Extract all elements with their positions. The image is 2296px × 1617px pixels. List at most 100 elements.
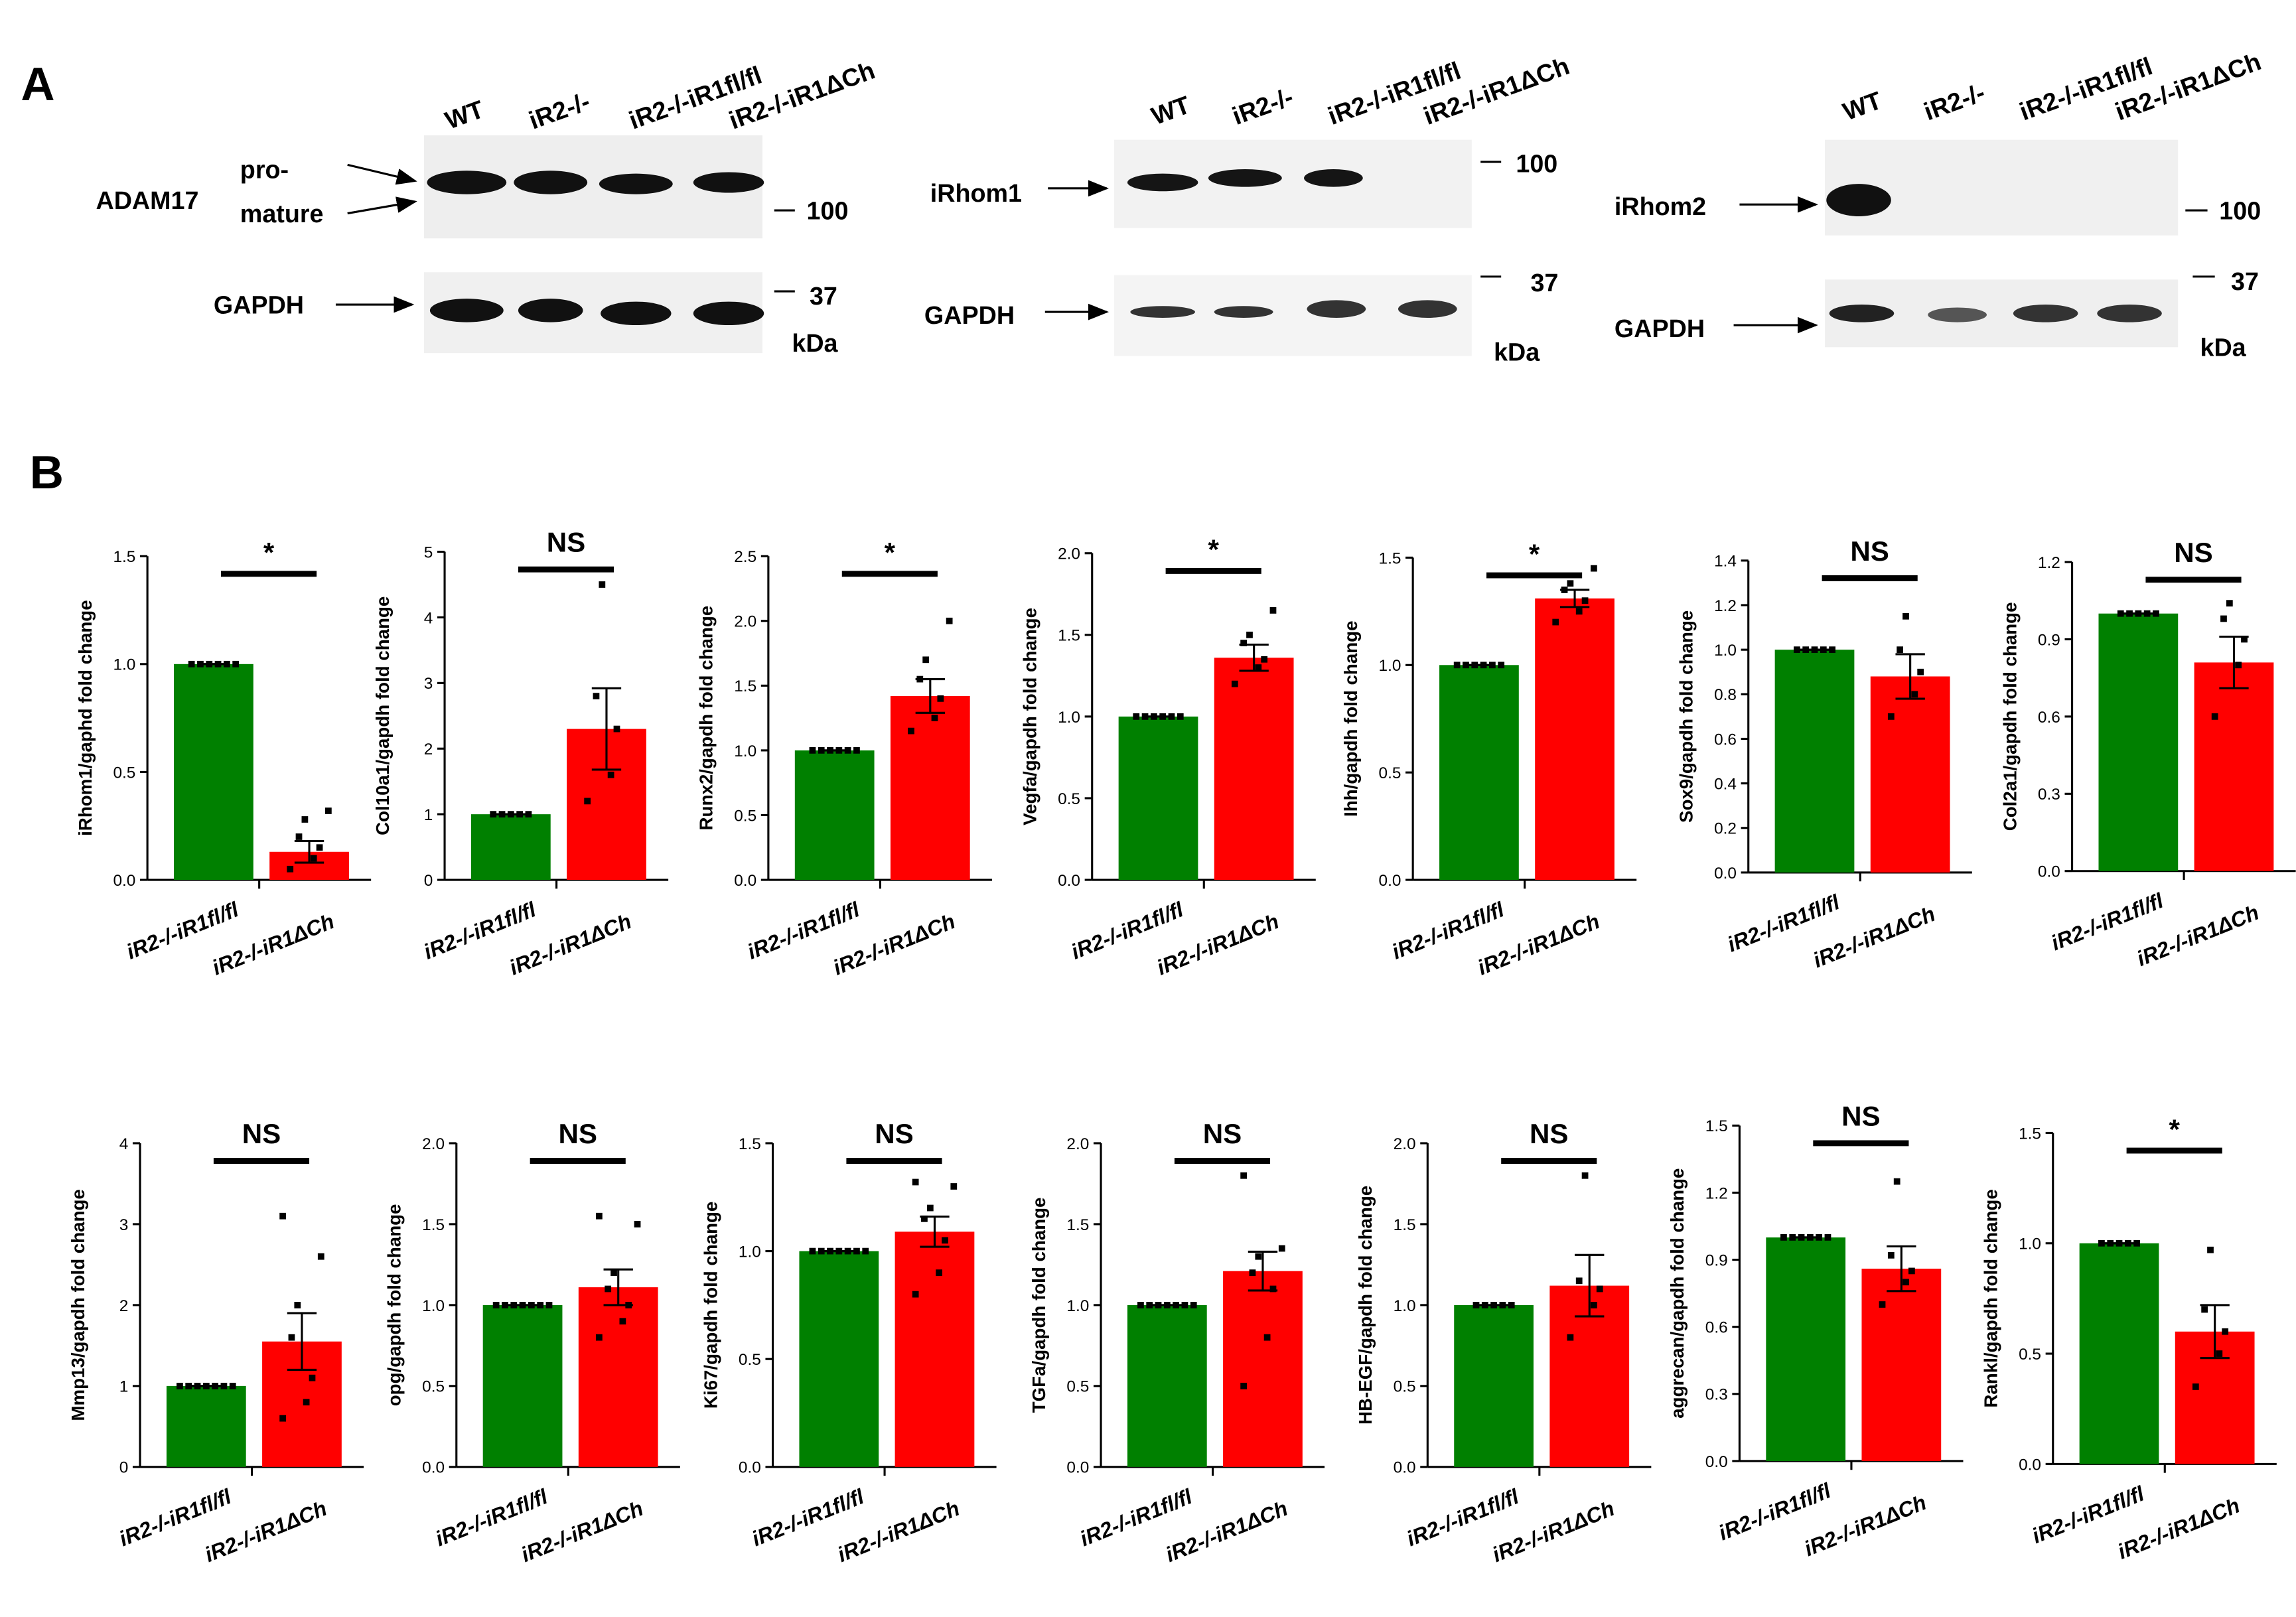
data-point: [498, 811, 506, 818]
data-point: [2192, 1383, 2199, 1390]
data-point: [1581, 597, 1589, 604]
bar: [578, 1287, 658, 1467]
significance-label: NS: [875, 1118, 914, 1149]
significance-label: NS: [1850, 535, 1889, 567]
data-point: [818, 747, 825, 754]
bar: [1454, 1304, 1534, 1467]
size-marker: 100: [807, 196, 849, 224]
data-point: [185, 1382, 192, 1389]
data-point: [310, 855, 317, 862]
lane-label: iR2-/-: [1920, 78, 1989, 126]
y-tick-label: 0.0: [1379, 872, 1401, 890]
data-point: [492, 1302, 500, 1308]
data-point: [1141, 713, 1149, 720]
bar: [1861, 1269, 1942, 1461]
lane-label: WT: [1839, 86, 1885, 126]
bar: [482, 1304, 563, 1467]
data-point: [279, 1212, 287, 1220]
data-point: [1902, 1279, 1909, 1286]
y-tick-label: 1.0: [1066, 1297, 1089, 1315]
data-point: [1829, 646, 1836, 654]
data-point: [936, 1269, 942, 1276]
data-point: [197, 660, 204, 668]
bar: [1118, 716, 1198, 880]
y-axis-label: Ihh/gapdh fold change: [1340, 620, 1361, 816]
data-point: [301, 816, 309, 823]
y-tick-label: 1.0: [734, 742, 756, 760]
data-point: [1181, 1302, 1188, 1308]
data-point: [950, 1183, 958, 1190]
y-tick-label: 1.5: [422, 1216, 445, 1234]
data-point: [1806, 1234, 1814, 1241]
y-tick-label: 1.5: [739, 1135, 761, 1153]
data-point: [177, 1382, 183, 1389]
data-point: [827, 1247, 833, 1255]
data-point: [202, 1382, 210, 1389]
data-point: [2153, 610, 2159, 617]
y-axis-label: Ki67/gapdh fold change: [700, 1202, 721, 1409]
bar: [174, 664, 253, 880]
blot: [1825, 139, 2179, 236]
data-point: [1567, 1334, 1574, 1341]
data-point: [2126, 610, 2133, 617]
arrow: [347, 163, 417, 185]
bands: [1826, 184, 2162, 322]
size-marker: 37: [810, 282, 837, 310]
data-point: [214, 660, 222, 668]
data-point: [1255, 1253, 1262, 1260]
data-point: [596, 1212, 603, 1220]
data-point: [525, 811, 532, 818]
data-point: [212, 1382, 219, 1389]
y-tick-label: 0.5: [734, 807, 756, 825]
y-tick-label: 0.0: [1714, 865, 1737, 882]
unit: kDa: [1494, 338, 1540, 366]
y-tick-label: 0.2: [1714, 820, 1737, 838]
data-point: [2222, 1328, 2229, 1335]
protein-label: GAPDH: [1614, 315, 1705, 342]
lane-label: WT: [1147, 90, 1193, 130]
y-tick-label: 5: [424, 543, 433, 561]
data-point: [229, 1382, 236, 1389]
bar: [1439, 665, 1519, 880]
data-point: [1463, 662, 1469, 669]
data-point: [1155, 1302, 1162, 1308]
data-point: [613, 725, 620, 733]
y-tick-label: 0.0: [1705, 1453, 1728, 1471]
significance-label: *: [2169, 1113, 2180, 1145]
y-tick-label: 0.0: [1394, 1459, 1416, 1477]
y-tick-label: 1.2: [2038, 554, 2060, 572]
significance-label: NS: [1203, 1118, 1242, 1149]
bar: [1535, 598, 1614, 880]
data-point: [2107, 1239, 2114, 1247]
y-tick-label: 0: [424, 872, 433, 890]
arrow: [347, 196, 417, 215]
data-point: [1489, 662, 1496, 669]
data-point: [908, 727, 914, 735]
y-tick-label: 1.0: [113, 656, 135, 674]
data-point: [844, 1247, 851, 1255]
protein-label: GAPDH: [924, 301, 1015, 329]
y-axis-label: TGFa/gapdh fold change: [1029, 1198, 1049, 1413]
data-point: [1879, 1301, 1886, 1308]
data-point: [835, 747, 843, 754]
y-tick-label: 0.5: [739, 1351, 761, 1369]
data-point: [516, 811, 524, 818]
panel-label: B: [30, 447, 64, 499]
data-point: [599, 581, 606, 588]
data-point: [1278, 1245, 1285, 1252]
data-point: [2211, 713, 2218, 720]
data-point: [279, 1415, 287, 1422]
data-point: [519, 1302, 526, 1308]
lane-label: iR2-/-: [1228, 82, 1297, 130]
bar: [1223, 1271, 1303, 1467]
data-point: [1911, 691, 1918, 698]
data-point: [610, 1269, 617, 1276]
protein-label: iRhom1: [930, 179, 1022, 207]
data-point: [937, 695, 944, 702]
data-point: [1480, 662, 1487, 669]
data-point: [625, 1302, 632, 1308]
data-point: [317, 1253, 324, 1260]
data-point: [1794, 646, 1800, 654]
size-marker: 37: [2231, 267, 2259, 295]
data-point: [1917, 668, 1924, 675]
